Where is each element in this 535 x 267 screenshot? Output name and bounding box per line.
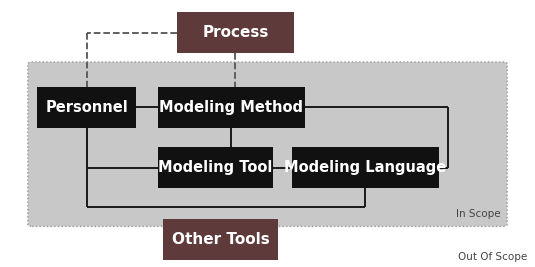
FancyBboxPatch shape <box>28 62 507 226</box>
Text: Modeling Language: Modeling Language <box>284 160 446 175</box>
FancyBboxPatch shape <box>37 87 136 128</box>
Text: Out Of Scope: Out Of Scope <box>458 252 527 262</box>
Text: Process: Process <box>202 25 269 40</box>
FancyBboxPatch shape <box>163 219 278 260</box>
FancyBboxPatch shape <box>292 147 439 188</box>
Text: In Scope: In Scope <box>456 209 500 219</box>
Text: Personnel: Personnel <box>45 100 128 115</box>
Text: Modeling Method: Modeling Method <box>159 100 303 115</box>
FancyBboxPatch shape <box>158 147 273 188</box>
FancyBboxPatch shape <box>177 12 294 53</box>
Text: Other Tools: Other Tools <box>172 232 270 247</box>
FancyBboxPatch shape <box>158 87 305 128</box>
Text: Modeling Tool: Modeling Tool <box>158 160 272 175</box>
